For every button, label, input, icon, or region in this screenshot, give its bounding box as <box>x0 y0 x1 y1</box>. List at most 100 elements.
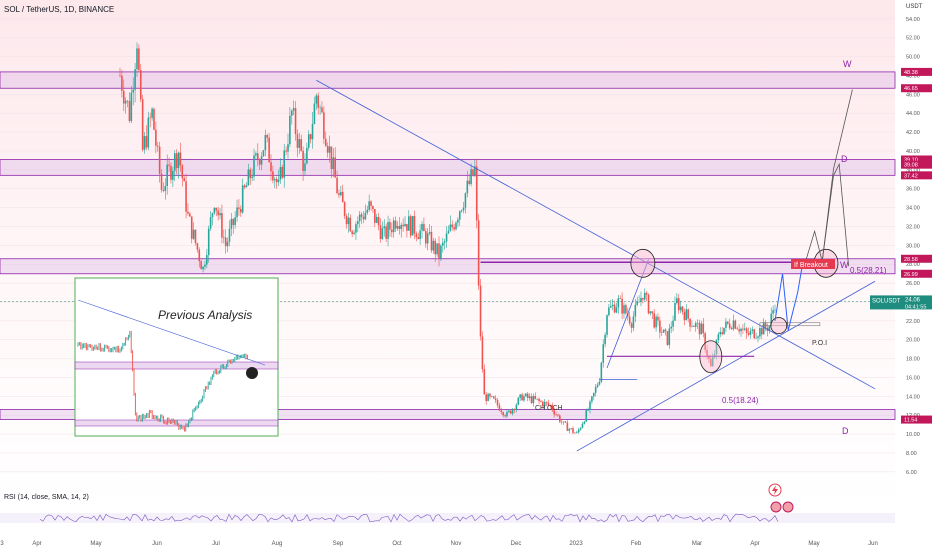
candle-body <box>592 392 595 397</box>
price-badge <box>901 269 932 278</box>
inset-zone <box>74 361 279 370</box>
candle-body <box>219 213 221 216</box>
candle-body <box>381 228 384 239</box>
candle-body <box>728 323 731 329</box>
time-tick-label: Nov <box>451 541 462 547</box>
supply-demand-zone <box>0 409 896 420</box>
candle-body <box>679 306 682 311</box>
candle-body <box>619 298 622 299</box>
previous-analysis-inset: Previous Analysis <box>74 277 279 437</box>
candle-body <box>640 297 642 302</box>
symbol-title[interactable]: SOL / TetherUS, 1D, BINANCE <box>4 5 114 14</box>
candle-body <box>136 48 138 70</box>
previous-analysis-label: Previous Analysis <box>158 308 252 322</box>
candle-body <box>158 146 161 174</box>
candle-body <box>181 165 184 179</box>
price-tick-label: 6.00 <box>906 470 917 476</box>
candle-body <box>211 213 214 218</box>
candle-body <box>345 215 348 225</box>
candle-body <box>660 332 663 334</box>
candle-body <box>340 191 342 196</box>
candle-body <box>296 134 299 148</box>
candle-body <box>147 117 150 148</box>
candle-body <box>581 423 584 428</box>
candle-body <box>130 92 133 121</box>
time-tick-label: Apr <box>32 541 41 547</box>
candle-body <box>406 223 408 231</box>
candle-body <box>564 421 567 423</box>
candle-body <box>723 327 725 335</box>
candle-body <box>398 225 401 230</box>
candle-body <box>430 231 433 251</box>
candle-body <box>755 337 757 339</box>
candle-body <box>762 322 765 335</box>
price-axis[interactable]: 54.00 52.00 50.00 48.00 46.00 44.00 42.00 40.00… <box>906 17 920 476</box>
candle-body <box>492 396 495 399</box>
inset-trendline <box>77 299 266 366</box>
candle-body <box>717 334 720 341</box>
candle-body <box>383 226 386 229</box>
candle-body <box>613 304 616 313</box>
candle-body <box>338 193 340 196</box>
candle-body <box>428 231 431 234</box>
candle-body <box>343 202 346 216</box>
candle-body <box>549 405 552 406</box>
candle-body <box>247 169 250 186</box>
candle-body <box>479 285 482 337</box>
flag-icons[interactable] <box>770 501 794 513</box>
candle-body <box>747 332 750 335</box>
candle-body <box>745 328 748 333</box>
candle-body <box>421 223 423 231</box>
candle-body <box>600 362 603 382</box>
price-tick-label: 34.00 <box>906 206 920 212</box>
candle-body <box>230 218 233 229</box>
price-tick-label: 30.00 <box>906 243 920 249</box>
time-tick-label: Sep <box>333 541 344 547</box>
candle-body <box>477 220 480 286</box>
price-badge <box>901 155 932 164</box>
candle-body <box>508 410 510 413</box>
price-tick-label: 16.00 <box>906 375 920 381</box>
price-tick-label: 36.00 <box>906 187 920 193</box>
candle-body <box>341 191 344 203</box>
descending-trendline <box>316 79 876 390</box>
candle-body <box>375 216 378 223</box>
candle-body <box>736 328 739 330</box>
candle-body <box>287 144 289 152</box>
candle-body <box>326 145 329 153</box>
candle-body <box>155 129 157 146</box>
time-axis[interactable]: 3 Apr May Jun Jul Aug Sep Oct Nov Dec 2023 Feb Mar Ap… <box>0 541 878 547</box>
candle-body <box>727 321 729 324</box>
candle-body <box>245 185 248 188</box>
candle-body <box>445 233 448 242</box>
d-mid-label: D <box>841 154 848 164</box>
candle-body <box>576 432 578 433</box>
candle-body <box>394 220 397 229</box>
rsi-label[interactable]: RSI (14, close, SMA, 14, 2) <box>4 494 89 501</box>
candle-body <box>574 432 576 434</box>
flash-icon[interactable] <box>768 483 782 497</box>
candle-body <box>149 117 152 119</box>
candle-body <box>474 166 476 176</box>
candle-body <box>321 107 323 113</box>
candle-body <box>258 159 261 165</box>
candle-body <box>630 323 633 328</box>
candle-body <box>759 328 761 337</box>
candle-body <box>192 229 195 239</box>
candle-body <box>177 152 180 169</box>
candle-body <box>358 214 361 222</box>
candle-body <box>204 264 206 267</box>
candle-body <box>368 201 370 210</box>
candle-body <box>542 401 544 407</box>
candle-body <box>151 108 153 118</box>
candle-body <box>360 214 363 217</box>
last-price-countdown: 04:41:55 <box>905 304 926 310</box>
projection-path <box>774 259 804 331</box>
candle-body <box>485 394 487 402</box>
candle-body <box>449 224 452 231</box>
candle-body <box>264 135 267 151</box>
candle-body <box>160 173 163 190</box>
last-price-value: 24.06 <box>905 297 921 303</box>
